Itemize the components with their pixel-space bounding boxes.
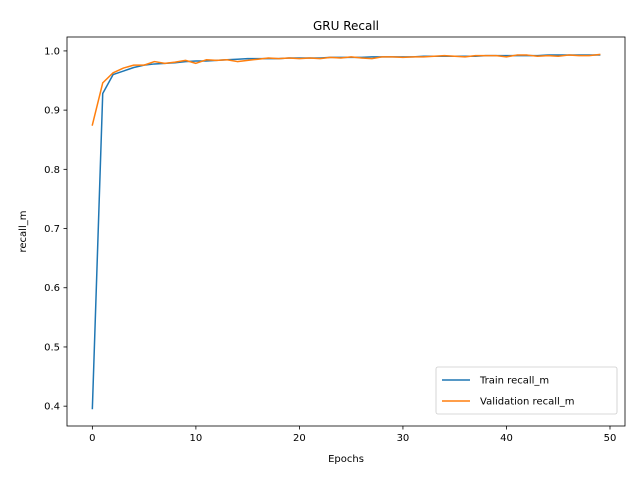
legend: Train recall_m Validation recall_m bbox=[435, 366, 618, 415]
y-tick-label: 0.9 bbox=[44, 106, 60, 117]
chart-title: GRU Recall bbox=[313, 19, 379, 33]
x-tick-label: 20 bbox=[293, 433, 306, 444]
plot-frame bbox=[66, 36, 626, 427]
series-line-validation bbox=[91, 53, 601, 126]
y-tick-label: 0.8 bbox=[44, 165, 60, 176]
legend-label: Validation recall_m bbox=[480, 397, 575, 408]
x-tick-label: 50 bbox=[604, 433, 617, 444]
legend-label: Train recall_m bbox=[479, 376, 549, 387]
y-tick-label: 0.4 bbox=[44, 402, 60, 413]
y-axis-label: recall_m bbox=[18, 211, 29, 253]
y-tick-label: 0.5 bbox=[44, 342, 60, 353]
y-tick-label: 0.6 bbox=[44, 283, 60, 294]
y-axis: 0.4 0.5 0.6 0.7 0.8 0.9 1.0 bbox=[44, 46, 67, 413]
y-tick-label: 1.0 bbox=[44, 46, 60, 57]
x-axis: 0 10 20 30 40 50 bbox=[89, 426, 616, 444]
x-tick-label: 30 bbox=[397, 433, 410, 444]
x-tick-label: 0 bbox=[89, 433, 95, 444]
x-tick-label: 10 bbox=[190, 433, 203, 444]
x-tick-label: 40 bbox=[500, 433, 513, 444]
x-axis-label: Epochs bbox=[328, 454, 364, 465]
plot-area bbox=[91, 53, 601, 410]
legend-box bbox=[435, 366, 618, 415]
y-tick-label: 0.7 bbox=[44, 224, 60, 235]
